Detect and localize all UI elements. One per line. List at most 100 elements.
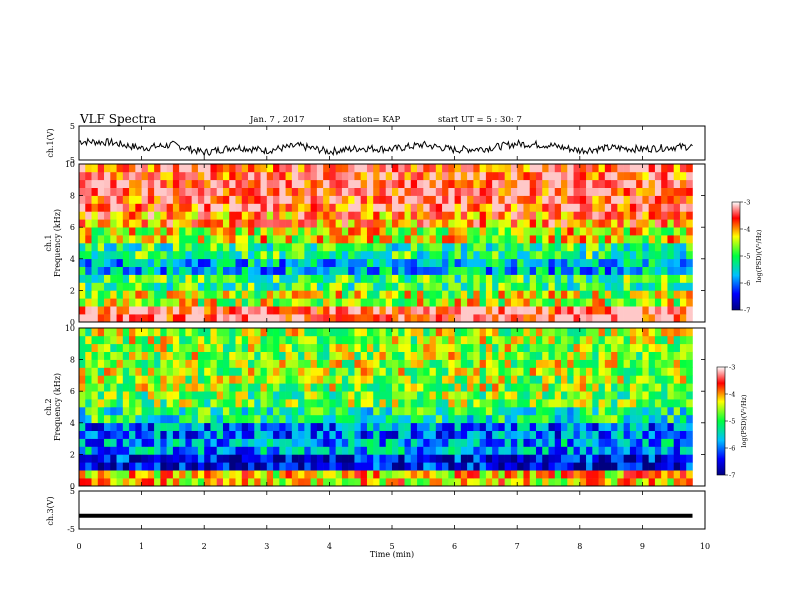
spectrogram-cell [91,179,99,188]
spectrogram-cell [554,367,562,376]
spectrogram-cell [273,211,280,220]
spectrogram-cell [573,470,581,479]
spectrogram-cell [686,314,693,323]
spectrogram-cell [673,164,681,173]
spectrogram-cell [510,250,518,260]
spectrogram-cell [229,438,236,447]
spectrogram-cell [510,391,518,400]
spectrogram-cell [442,328,449,337]
spectrogram-cell [423,195,430,204]
spectrogram-cell [216,243,224,252]
spectrogram-cell [348,187,355,196]
spectrogram-cell [104,391,111,400]
spectrogram-cell [341,359,349,368]
spectrogram-cell [248,430,255,439]
spectrogram-cell [448,211,455,220]
spectrogram-cell [617,446,624,455]
spectrogram-cell [279,195,286,204]
spectrogram-cell [291,282,299,291]
spectrogram-cell [473,351,480,360]
spectrogram-cell [460,335,468,345]
spectrogram-cell [410,235,418,244]
spectrogram-cell [510,328,518,337]
spectrogram-cell [435,235,443,244]
spectrogram-cell [510,470,518,479]
spectrogram-cell [467,454,474,463]
spectrogram-cell [448,462,455,471]
spectrogram-cell [454,367,462,376]
spectrogram-cell [248,164,255,173]
spectrogram-cell [567,243,574,252]
spectrogram-cell [561,478,568,487]
x-tick-label: 10 [700,542,710,551]
spectrogram-cell [122,187,130,196]
spectrogram-cell [229,422,236,431]
spectrogram-cell [285,438,293,447]
spectrogram-cell [473,298,480,307]
spectrogram-cell [510,164,518,173]
spectrogram-cell [366,171,374,181]
spectrogram-cell [360,375,368,384]
spectrogram-cell [273,446,280,455]
spectrogram-cell [648,383,656,392]
spectrogram-cell [542,478,549,487]
spectrogram-cell [504,171,512,181]
spectrogram-cell [104,478,111,487]
spectrogram-cell [97,328,105,337]
spectrogram-cell [623,422,631,431]
spectrogram-cell [617,179,624,188]
spectrogram-cell [266,219,274,228]
spectrogram-cell [104,266,111,275]
spectrogram-cell [529,243,537,252]
spectrogram-cell [517,438,524,447]
spectrogram-cell [554,478,562,487]
spectrogram-cell [110,250,117,260]
spectrogram-cell [617,399,624,408]
spectrogram-cell [636,164,643,173]
spectrogram-cell [592,274,599,283]
spectrogram-cell [642,367,649,376]
spectrogram-cell [273,414,280,424]
spectrogram-cell [460,235,468,244]
spectrogram-cell [110,282,117,291]
spectrogram-cell [598,195,606,204]
spectrogram-cell [79,454,86,463]
spectrogram-cell [454,328,462,337]
spectrogram-cell [166,454,174,463]
spectrogram-cell [91,266,99,275]
spectrogram-cell [398,391,405,400]
spectrogram-cell [592,195,599,204]
spectrogram-cell [260,383,268,392]
spectrogram-cell [323,203,330,212]
spectrogram-cell [435,219,443,228]
spectrogram-cell [235,343,243,352]
spectrogram-cell [392,211,399,220]
spectrogram-cell [135,430,142,439]
spectrogram-cell [179,187,186,196]
spectrogram-cell [679,328,687,337]
spectrogram-cell [385,446,393,455]
spectrogram-cell [79,203,86,212]
spectrogram-cell [554,454,562,463]
spectrogram-cell [254,187,261,196]
spectrogram-cell [185,164,192,173]
spectrogram-cell [241,298,249,307]
spectrogram-cell [485,250,493,260]
spectrogram-cell [498,179,505,188]
spectrogram-cell [335,314,343,323]
spectrogram-cell [429,407,437,416]
spectrogram-cell [410,274,418,283]
spectrogram-cell [611,306,618,315]
spectrogram-cell [398,470,405,479]
spectrogram-cell [423,335,430,345]
spectrogram-cell [122,335,130,345]
spectrogram-cell [435,470,443,479]
spectrogram-cell [141,274,149,283]
spectrogram-cell [654,407,662,416]
spectrogram-cell [273,274,280,283]
spectrogram-cell [141,470,149,479]
spectrogram-cell [335,164,343,173]
spectrogram-cell [110,227,117,236]
spectrogram-cell [323,290,330,299]
spectrogram-cell [492,211,499,220]
